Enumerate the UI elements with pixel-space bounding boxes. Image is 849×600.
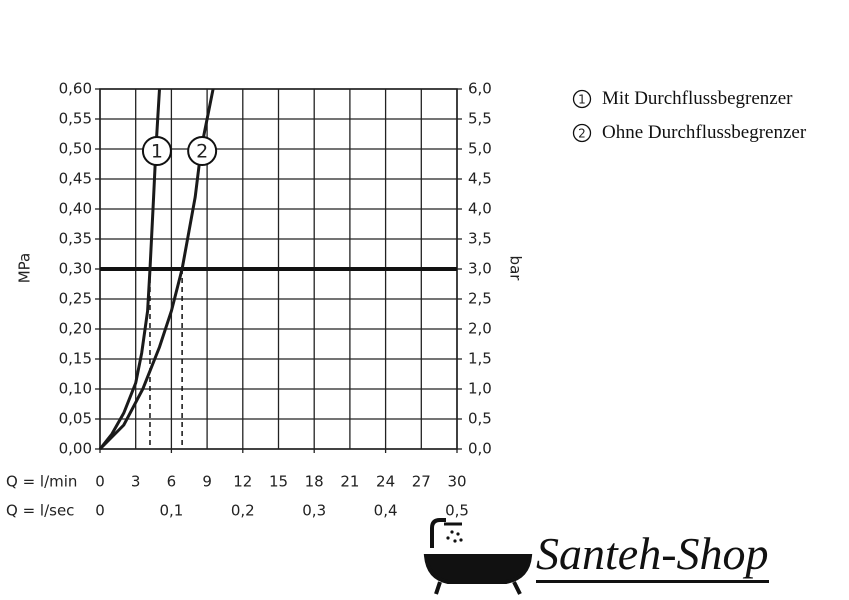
legend-marker: 1 [572,89,592,109]
y-tick-label: 0,55 [59,110,92,128]
x2-tick-label: 0,1 [159,502,183,520]
series-line [98,88,161,450]
legend-label: Ohne Durchflussbegrenzer [602,122,807,143]
x-tick-label: 12 [233,473,252,491]
legend-marker-label: 1 [578,93,586,107]
x-tick-label: 27 [412,473,431,491]
x-tick-label: 24 [376,473,395,491]
y-tick-label: 0,25 [59,290,92,308]
y2-tick-label: 3,5 [468,230,492,248]
y2-tick-label: 5,0 [468,140,492,158]
legend-marker-label: 2 [578,127,586,141]
y2-tick-label: 0,0 [468,440,492,458]
x-tick-label: 6 [167,473,177,491]
y-tick-label: 0,10 [59,380,92,398]
y2-tick-label: 4,5 [468,170,492,188]
y-tick-label: 0,45 [59,170,92,188]
y-tick-label: 0,15 [59,350,92,368]
y-tick-label: 0,60 [59,80,92,98]
x2-tick-label: 0,4 [374,502,398,520]
x-tick-label: 30 [447,473,466,491]
y-axis-title: MPa [16,253,34,284]
legend-marker-circle [572,89,592,109]
legend-item: 1 Mit Durchflussbegrenzer [572,86,806,112]
curve-label: 2 [196,141,208,163]
y2-tick-label: 1,0 [468,380,492,398]
x-tick-label: 21 [340,473,359,491]
y-tick-label: 0,40 [59,200,92,218]
x2-tick-label: 0,3 [302,502,326,520]
x2-axis-title: Q = l/sec [6,502,74,520]
y2-tick-label: 5,5 [468,110,492,128]
x-tick-label: 9 [202,473,212,491]
y-tick-label: 0,00 [59,440,92,458]
x-tick-label: 0 [95,473,105,491]
x2-tick-label: 0,2 [231,502,255,520]
legend: 1 Mit Durchflussbegrenzer 2 Ohne Durchfluss… [572,86,806,154]
y2-tick-label: 2,5 [468,290,492,308]
y2-tick-label: 2,0 [468,320,492,338]
y2-tick-label: 1,5 [468,350,492,368]
y2-tick-label: 4,0 [468,200,492,218]
x2-tick-label: 0,5 [445,502,469,520]
x-tick-label: 15 [269,473,288,491]
y-tick-label: 0,05 [59,410,92,428]
curve-label: 1 [151,141,163,163]
x2-tick-label: 0 [95,502,105,520]
logo-icon [423,518,533,595]
y-tick-label: 0,35 [59,230,92,248]
x-tick-label: 3 [131,473,141,491]
logo-shower [446,530,463,543]
y2-tick-label: 6,0 [468,80,492,98]
x-tick-label: 18 [305,473,324,491]
curve-label-circle [141,136,172,166]
x-axis-title: Q = l/min [6,473,77,491]
legend-label: Mit Durchflussbegrenzer [602,88,793,109]
legend-marker: 2 [572,123,592,143]
y2-tick-label: 3,0 [468,260,492,278]
y2-tick-label: 0,5 [468,410,492,428]
watermark: Santeh-Shop [536,528,769,583]
legend-marker-circle [572,123,592,143]
legend-item: 2 Ohne Durchflussbegrenzer [572,120,806,146]
y2-axis-title: bar [507,256,525,282]
y-tick-label: 0,50 [59,140,92,158]
curve-label-circle [187,136,218,166]
y-tick-label: 0,20 [59,320,92,338]
y-tick-label: 0,30 [59,260,92,278]
